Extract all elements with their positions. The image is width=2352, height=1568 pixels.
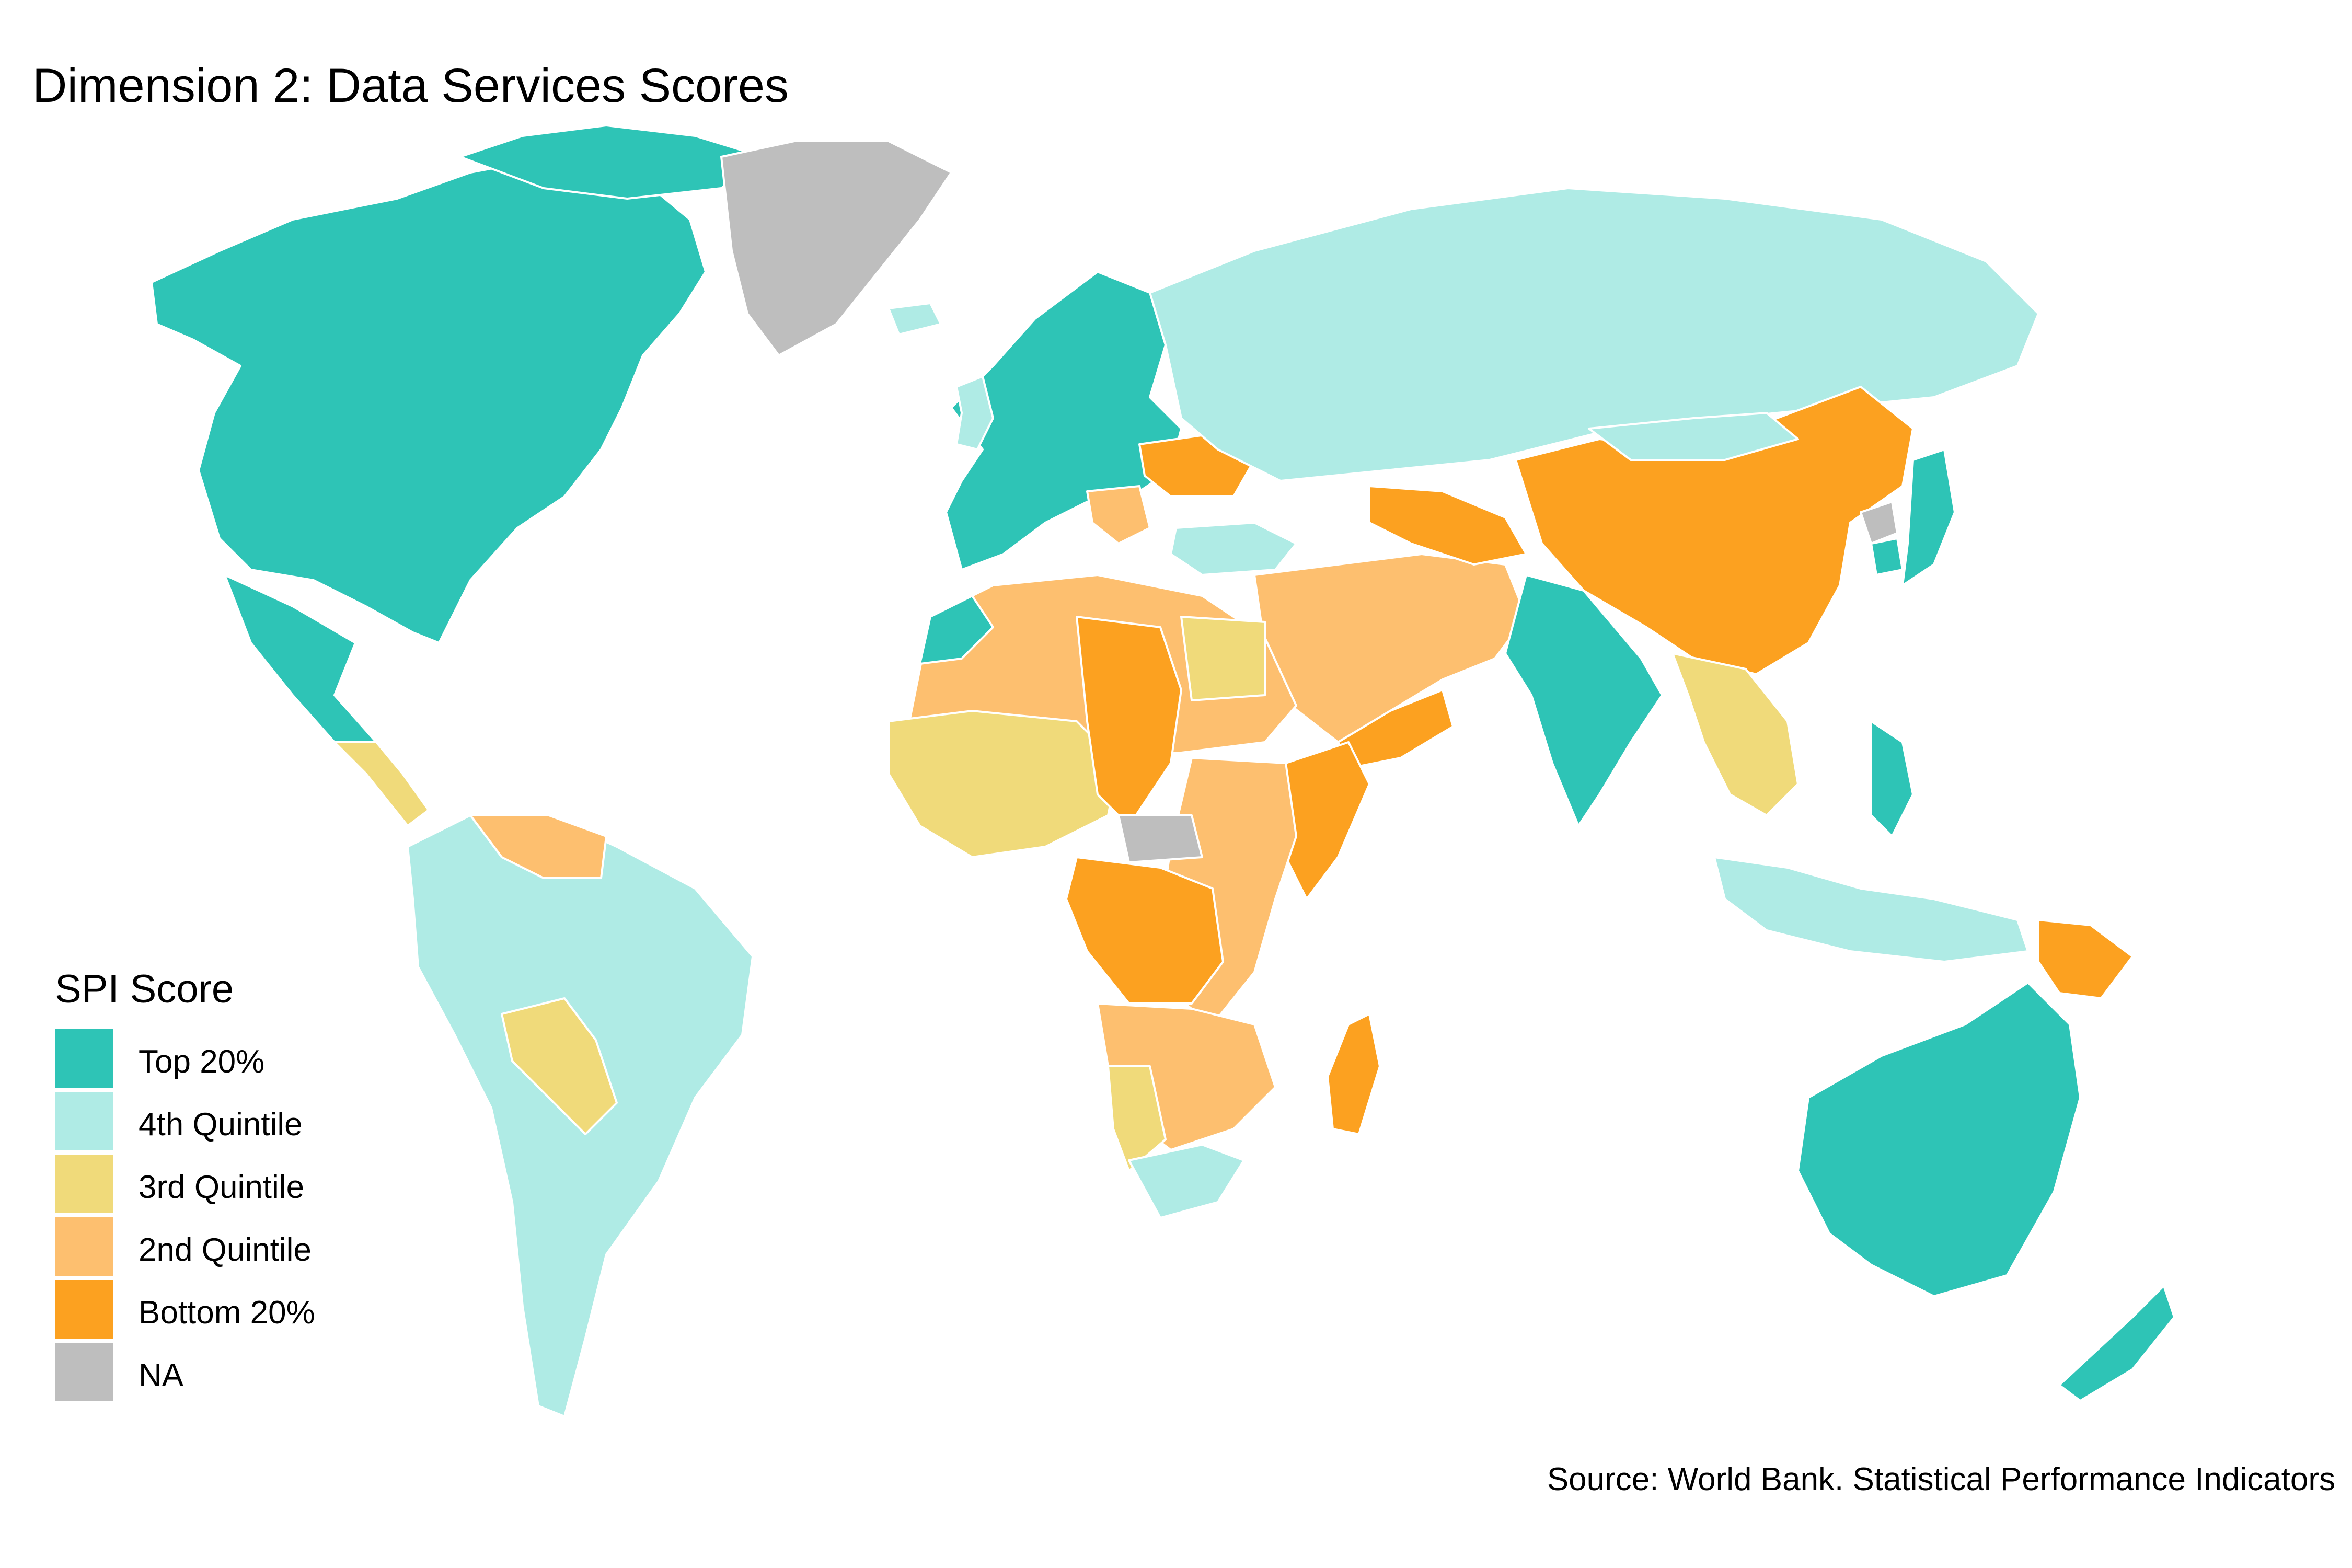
- region-japan: [1901, 448, 1956, 586]
- region-india: [1504, 574, 1663, 827]
- source-caption: Source: World Bank. Statistical Performa…: [1547, 1461, 2335, 1497]
- region-turkey: [1170, 522, 1297, 576]
- region-png: [2037, 919, 2134, 999]
- region-morocco: [919, 595, 994, 665]
- region-car: [1117, 814, 1203, 863]
- region-iceland: [887, 302, 942, 336]
- legend-item-q2: 2nd Quintile: [55, 1217, 312, 1280]
- legend-swatch-na: [55, 1343, 113, 1401]
- region-south-africa: [1128, 1144, 1245, 1219]
- legend-item-q4: 4th Quintile: [55, 1092, 303, 1155]
- legend-item-bottom: Bottom 20%: [55, 1280, 315, 1343]
- legend-label-q2: 2nd Quintile: [139, 1232, 312, 1268]
- region-libya-chad: [1076, 616, 1182, 827]
- region-philippines: [1870, 720, 1914, 837]
- legend: SPI Score Top 20% 4th Quintile 3rd Quint…: [55, 967, 315, 1405]
- legend-label-bottom: Bottom 20%: [139, 1295, 315, 1331]
- region-venezuela-guyana: [469, 814, 607, 879]
- region-new-zealand: [2058, 1285, 2175, 1402]
- region-central-america: [333, 741, 430, 827]
- legend-swatch-q4: [55, 1092, 113, 1150]
- region-uk: [955, 375, 994, 451]
- region-mainland-sea: [1671, 652, 1799, 816]
- region-afghanistan: [1368, 485, 1527, 566]
- legend-label-q4: 4th Quintile: [139, 1106, 303, 1143]
- region-greenland: [720, 140, 952, 356]
- region-australia: [1797, 982, 2081, 1297]
- legend-swatch-bottom: [55, 1280, 113, 1339]
- legend-swatch-q2: [55, 1217, 113, 1276]
- legend-swatch-top: [55, 1029, 113, 1088]
- region-central-africa: [1065, 856, 1224, 1005]
- region-indonesia: [1713, 856, 2029, 963]
- legend-label-top: Top 20%: [139, 1044, 265, 1080]
- region-bolivia-paraguay: [501, 997, 618, 1135]
- region-south-korea: [1870, 537, 1904, 576]
- region-korea: [1860, 501, 1898, 545]
- region-west-africa: [887, 710, 1120, 858]
- legend-title: SPI Score: [55, 967, 234, 1011]
- legend-item-na: NA: [55, 1343, 234, 1405]
- region-madagascar: [1327, 1013, 1381, 1135]
- legend-item-q3: 3rd Quintile: [55, 1155, 304, 1217]
- region-horn-africa: [1285, 741, 1370, 900]
- map-title: Dimension 2: Data Services Scores: [32, 59, 789, 112]
- region-namibia: [1107, 1065, 1167, 1172]
- region-egypt: [1180, 616, 1266, 701]
- legend-swatch-q3: [55, 1155, 113, 1213]
- region-balkans: [1086, 485, 1151, 545]
- region-mongolia: [1588, 412, 1799, 461]
- legend-label-q3: 3rd Quintile: [139, 1169, 305, 1205]
- legend-item-top: Top 20%: [55, 1029, 264, 1092]
- region-north-america: [151, 156, 707, 644]
- legend-label-na: NA: [139, 1357, 184, 1393]
